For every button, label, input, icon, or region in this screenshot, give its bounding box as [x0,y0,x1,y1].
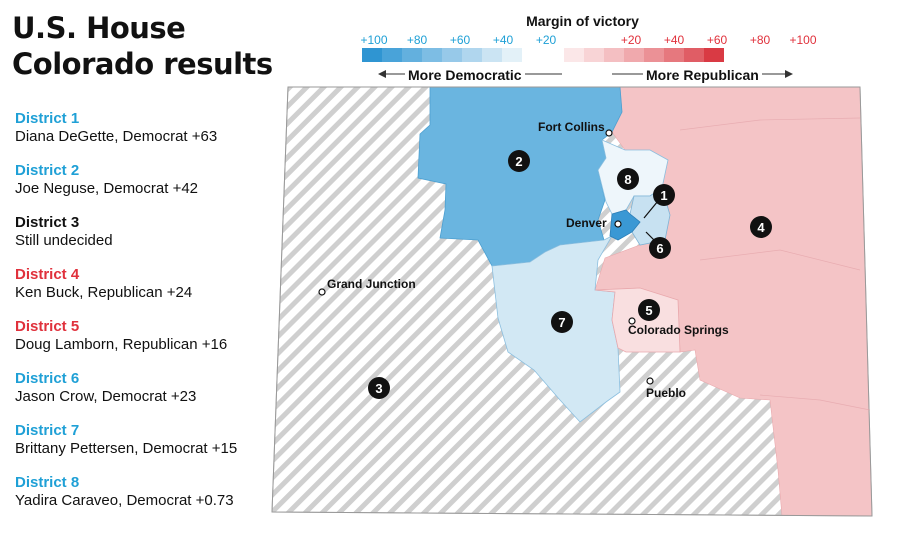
city-label: Denver [566,216,607,230]
scale-tick-dem-20: +20 [535,33,557,47]
scale-swatch [382,48,402,62]
scale-tick-dem-80: +80 [406,33,428,47]
title-line-2: Colorado results [12,47,273,81]
district-number: 5 [645,303,652,318]
district-result: Ken Buck, Republican +24 [15,284,193,301]
district-result: Brittany Pettersen, Democrat +15 [15,440,238,457]
district-entry-8: District 8 Yadira Caraveo, Democrat +0.7… [15,474,285,526]
district-result: Doug Lamborn, Republican +16 [15,336,228,353]
more-republican-label: More Republican [643,66,762,84]
city-denver: Denver [566,216,622,230]
scale-swatch [664,48,684,62]
district-result: Yadira Caraveo, Democrat +0.73 [15,492,234,509]
district-result: Jason Crow, Democrat +23 [15,388,197,405]
margin-color-scale [362,48,724,62]
district-5-region [594,287,681,353]
state-outline [271,86,873,517]
more-democratic-label: More Democratic [405,66,525,84]
district-result: Joe Neguse, Democrat +42 [15,180,199,197]
scale-swatch [564,48,584,62]
scale-swatch [522,48,564,62]
district-number: 3 [375,381,382,396]
road-lines [679,117,871,411]
title-line-1: U.S. House [12,11,186,45]
district-marker-4: 4 [750,216,772,238]
district-entry-6: District 6 Jason Crow, Democrat +23 [15,370,285,422]
scale-tick-rep-60: +60 [706,33,728,47]
scale-swatch [442,48,462,62]
scale-tick-rep-80: +80 [749,33,771,47]
scale-swatch [502,48,522,62]
district-name: District 8 [15,474,80,491]
district-name: District 5 [15,318,80,335]
scale-swatch [704,48,724,62]
district-entry-7: District 7 Brittany Pettersen, Democrat … [15,422,285,474]
scale-swatch [462,48,482,62]
scale-tick-rep-20: +20 [620,33,642,47]
district-number: 1 [660,188,667,203]
city-pueblo: Pueblo [646,377,686,400]
district-name: District 2 [15,162,80,179]
district-entry-2: District 2 Joe Neguse, Democrat +42 [15,162,285,214]
district-1-region [609,209,641,241]
district-number: 8 [624,172,631,187]
district-entry-5: District 5 Doug Lamborn, Republican +16 [15,318,285,370]
district-name: District 3 [15,214,80,231]
scale-swatch [362,48,382,62]
city-label: Fort Collins [538,120,605,134]
scale-swatch [624,48,644,62]
district-number: 2 [515,154,522,169]
district-name: District 4 [15,266,80,283]
district-name: District 1 [15,110,80,127]
scale-tick-rep-40: +40 [663,33,685,47]
city-grand-junction: Grand Junction [318,277,416,296]
page-title: U.S. House Colorado results [12,10,273,82]
city-label: Pueblo [646,386,686,400]
district-number: 6 [656,241,663,256]
district-entry-1: District 1 Diana DeGette, Democrat +63 [15,110,285,162]
district-marker-1: 1 [653,184,675,206]
scale-swatch [684,48,704,62]
scale-swatch [482,48,502,62]
city-colorado-springs: Colorado Springs [628,317,729,337]
scale-tick-rep-100: +100 [789,33,817,47]
scale-swatch [584,48,604,62]
scale-title: Margin of victory [526,13,639,29]
district-marker-6: 6 [649,237,671,259]
scale-tick-dem-100: +100 [360,33,388,47]
district-marker-8: 8 [617,168,639,190]
district-result: Still undecided [15,232,113,249]
district-result: Diana DeGette, Democrat +63 [15,128,218,145]
city-fort-collins: Fort Collins [538,120,613,137]
district-entry-4: District 4 Ken Buck, Republican +24 [15,266,285,318]
district-marker-7: 7 [551,311,573,333]
district-name: District 7 [15,422,80,439]
scale-swatch [422,48,442,62]
scale-swatch [604,48,624,62]
district-marker-3: 3 [368,377,390,399]
district-entry-3: District 3 Still undecided [15,214,285,266]
district-marker-5: 5 [638,299,660,321]
district-marker-2: 2 [508,150,530,172]
scale-tick-dem-40: +40 [492,33,514,47]
district-name: District 6 [15,370,80,387]
city-label: Colorado Springs [628,323,729,337]
scale-swatch [644,48,664,62]
scale-tick-dem-60: +60 [449,33,471,47]
district-number: 7 [558,315,565,330]
district-number: 4 [757,220,765,235]
district-list: District 1 Diana DeGette, Democrat +63 D… [15,110,285,526]
scale-swatch [402,48,422,62]
city-label: Grand Junction [327,277,416,291]
